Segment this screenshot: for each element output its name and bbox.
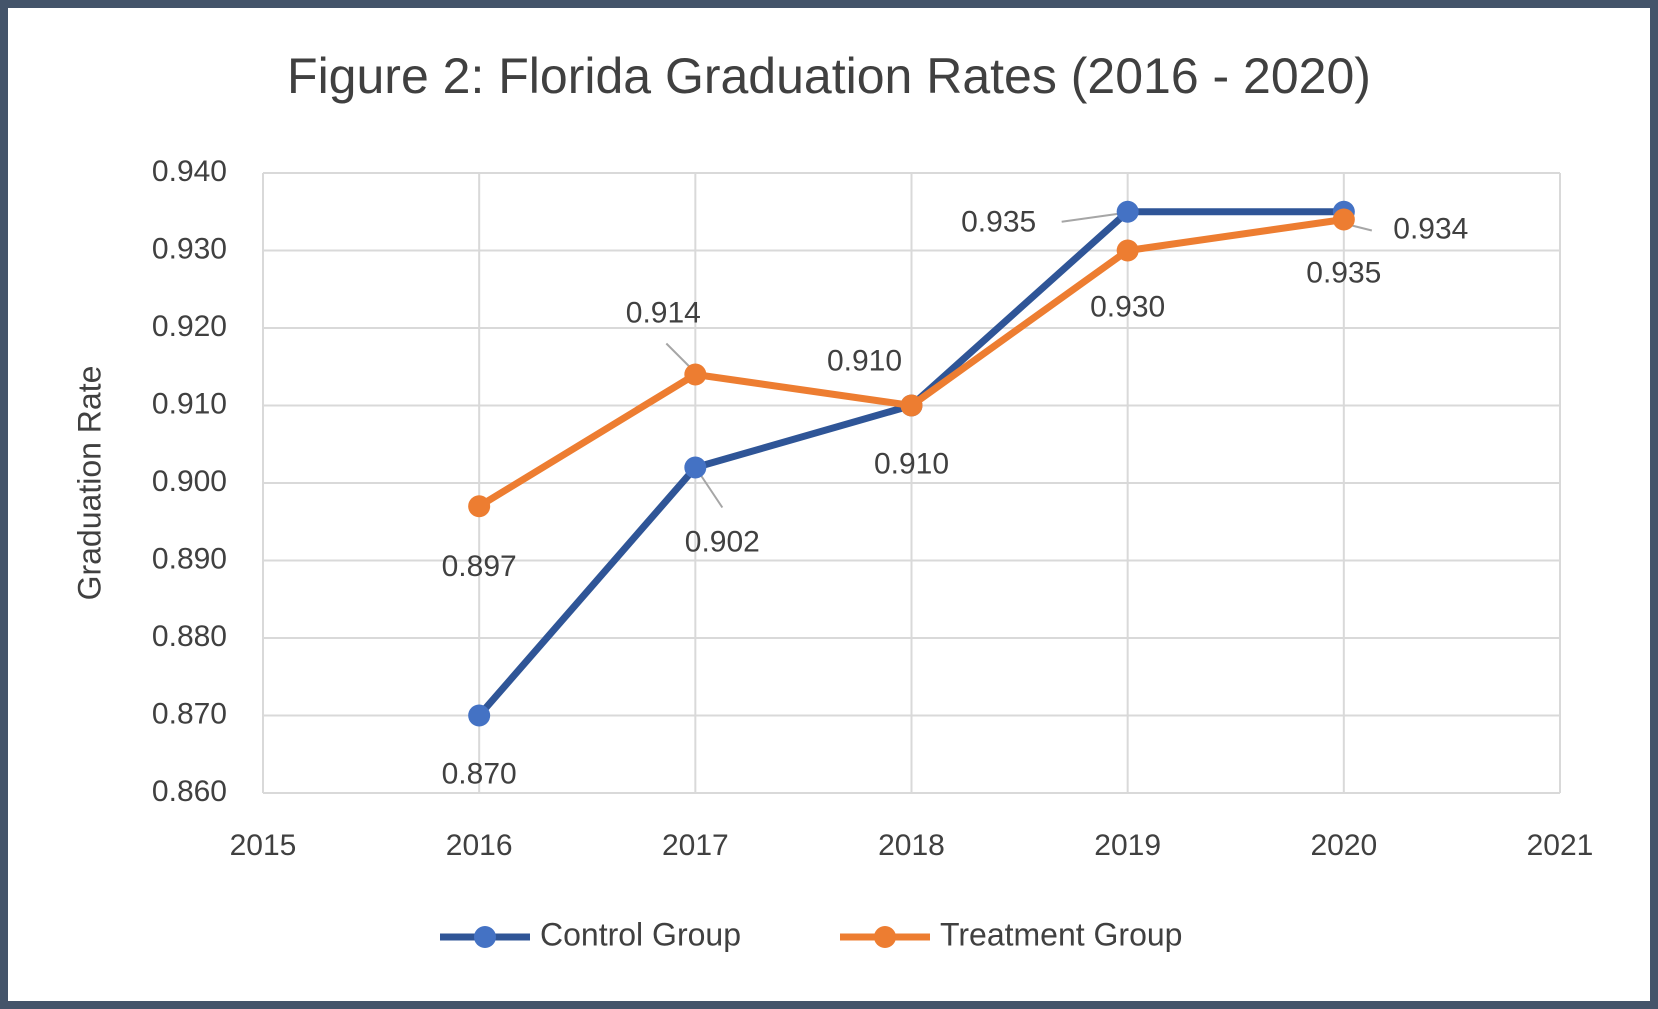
data-point [468, 495, 491, 518]
data-point [684, 363, 707, 386]
chart-title: Figure 2: Florida Graduation Rates (2016… [287, 48, 1371, 104]
data-label: 0.902 [685, 525, 760, 558]
y-tick-label: 0.910 [152, 387, 227, 420]
x-tick-label: 2015 [230, 829, 297, 862]
y-tick-label: 0.890 [152, 542, 227, 575]
leader-line [1061, 211, 1126, 223]
data-label: 0.897 [442, 550, 517, 583]
y-axis-label: Graduation Rate [71, 366, 107, 601]
data-label: 0.930 [1090, 290, 1165, 323]
x-tick-label: 2018 [878, 829, 945, 862]
data-point [468, 704, 491, 727]
legend-label: Treatment Group [940, 916, 1182, 952]
legend-marker-1 [874, 926, 896, 948]
data-label: 0.910 [874, 447, 949, 480]
x-tick-label: 2019 [1094, 829, 1161, 862]
y-tick-label: 0.870 [152, 697, 227, 730]
x-tick-label: 2021 [1527, 829, 1594, 862]
data-label: 0.935 [1306, 257, 1381, 290]
y-tick-label: 0.860 [152, 775, 227, 808]
x-tick-label: 2017 [662, 829, 729, 862]
data-label: 0.914 [626, 296, 701, 329]
y-tick-label: 0.940 [152, 155, 227, 188]
y-tick-label: 0.930 [152, 232, 227, 265]
leader-line [665, 342, 694, 371]
data-point [1116, 239, 1139, 262]
x-tick-label: 2020 [1310, 829, 1377, 862]
data-label: 0.935 [961, 206, 1036, 239]
leader-line [697, 470, 724, 509]
data-label: 0.870 [442, 757, 517, 790]
data-label: 0.910 [827, 344, 902, 377]
y-tick-label: 0.900 [152, 465, 227, 498]
legend-label: Control Group [540, 916, 741, 952]
y-tick-label: 0.920 [152, 310, 227, 343]
data-point [1116, 200, 1139, 223]
data-point [684, 456, 707, 479]
legend-marker-0 [474, 926, 496, 948]
data-label: 0.934 [1393, 212, 1468, 245]
x-tick-label: 2016 [446, 829, 513, 862]
data-point [1332, 208, 1355, 231]
data-point [900, 394, 923, 417]
y-tick-label: 0.880 [152, 620, 227, 653]
